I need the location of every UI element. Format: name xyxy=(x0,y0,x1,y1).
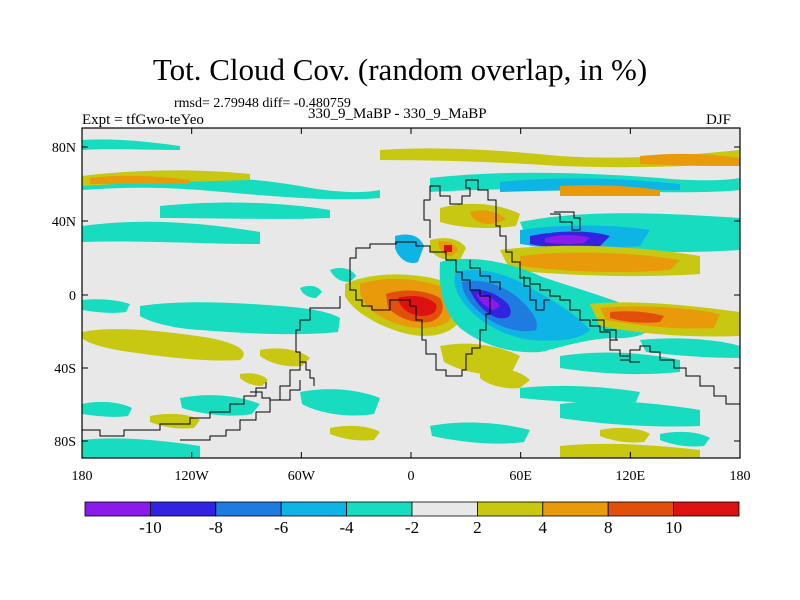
contour-blob xyxy=(90,175,190,184)
colorbar-labels: -10 -8 -6 -4 -2 2 4 8 10 xyxy=(139,518,682,537)
coastline-fragment xyxy=(250,391,271,404)
colorbar-label: -8 xyxy=(209,518,223,537)
contour-blob xyxy=(82,401,132,417)
colorbar-label: 8 xyxy=(604,518,613,537)
colorbar-swatch xyxy=(476,501,544,517)
lon-tick-label: 120W xyxy=(175,469,210,484)
contour-blob xyxy=(430,422,530,444)
contour-blob xyxy=(560,401,700,427)
colorbar-swatch xyxy=(149,501,217,517)
coastline-africa xyxy=(349,241,491,377)
lat-tick-label: 80S xyxy=(54,435,76,450)
contour-blob xyxy=(610,311,664,323)
contour-blob xyxy=(82,329,244,361)
coastline-sa-inner xyxy=(280,380,301,401)
coastlines xyxy=(82,179,740,441)
colorbar-swatch xyxy=(215,501,282,517)
contour-blob xyxy=(476,294,500,310)
coastline-asia-east xyxy=(550,211,581,231)
lon-tick-label: 120E xyxy=(616,469,646,484)
colorbar xyxy=(84,501,740,517)
contour-blob xyxy=(300,285,322,298)
colorbar-swatch xyxy=(84,501,151,517)
colorbar-label: -6 xyxy=(274,518,288,537)
contour-blob xyxy=(560,185,660,196)
contour-blob xyxy=(520,252,680,273)
lat-tick-label: 40N xyxy=(52,215,76,230)
colorbar-label: -10 xyxy=(139,518,162,537)
contour-blob xyxy=(82,299,130,313)
contour-blob xyxy=(260,348,310,367)
map-title: Tot. Cloud Cov. (random overlap, in %) xyxy=(152,52,648,87)
contour-blob xyxy=(82,221,260,244)
contour-blob xyxy=(560,443,700,458)
lat-tick-label: 40S xyxy=(54,362,76,377)
contour-blob xyxy=(640,153,740,166)
case-label: 330_9_MaBP - 330_9_MaBP xyxy=(308,106,487,122)
coastline-eurasia xyxy=(423,179,618,341)
coastline-sa-tip xyxy=(300,361,315,386)
colorbar-label: 4 xyxy=(539,518,548,537)
contour-blob xyxy=(480,368,530,389)
contour-blob xyxy=(300,389,380,416)
colorbar-swatch xyxy=(542,501,609,517)
colorbar-swatch xyxy=(411,501,478,517)
experiment-label: Expt = tfGwo-teYeo xyxy=(82,112,204,128)
latitude-ticks: 80N 40N 0 40S 80S xyxy=(52,141,740,450)
contour-blob xyxy=(82,438,200,458)
lat-tick-label: 80N xyxy=(52,141,76,156)
contour-blob xyxy=(600,427,650,443)
contour-blob xyxy=(520,385,640,403)
stats-readout: rmsd= 2.79948 diff= -0.480759 xyxy=(174,96,351,111)
contour-blob xyxy=(444,245,452,252)
contour-blob xyxy=(545,235,590,245)
lat-tick-label: 0 xyxy=(69,289,76,304)
colorbar-label: 2 xyxy=(473,518,482,537)
colorbar-swatch xyxy=(346,501,413,517)
lon-tick-label: 180 xyxy=(730,469,751,484)
colorbar-swatch xyxy=(280,501,348,517)
coastline-arabia xyxy=(469,260,501,290)
contour-blob xyxy=(180,395,260,416)
lon-tick-label: 60W xyxy=(288,469,316,484)
colorbar-label: 10 xyxy=(665,518,682,537)
lon-tick-label: 0 xyxy=(408,469,415,484)
colorbar-label: -4 xyxy=(340,518,355,537)
contour-blob xyxy=(660,431,710,447)
contour-field xyxy=(82,139,740,458)
contour-blob xyxy=(150,413,200,429)
coastline-south-america xyxy=(180,296,341,441)
longitude-ticks: 180 120W 60W 0 60E 120E 180 xyxy=(72,128,751,484)
lon-tick-label: 60E xyxy=(509,469,532,484)
contour-blob xyxy=(440,343,520,375)
contour-blob xyxy=(82,139,180,150)
contour-blob xyxy=(330,425,380,441)
contour-blob xyxy=(640,338,740,358)
contour-blob xyxy=(140,302,340,335)
coastline-india xyxy=(523,276,550,311)
contour-blob xyxy=(560,352,680,375)
season-label: DJF xyxy=(706,112,732,128)
colorbar-label: -2 xyxy=(405,518,419,537)
lon-tick-label: 180 xyxy=(72,469,93,484)
colorbar-swatch xyxy=(673,501,740,517)
colorbar-swatch xyxy=(607,501,675,517)
coastline-antarctica-west xyxy=(82,382,267,437)
contour-blob xyxy=(160,202,330,219)
contour-blob xyxy=(398,296,437,316)
contour-blob xyxy=(470,210,506,224)
contour-blob xyxy=(240,373,268,386)
coastline-antarctica-east xyxy=(620,345,740,405)
